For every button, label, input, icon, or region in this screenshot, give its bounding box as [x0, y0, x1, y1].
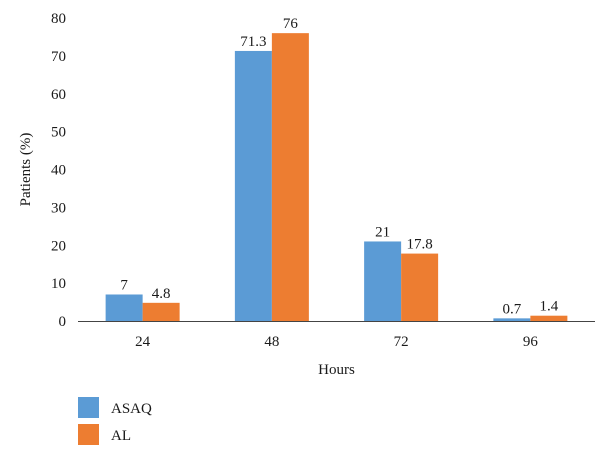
data-label: 1.4 [540, 299, 559, 315]
data-label: 4.8 [152, 286, 171, 302]
data-label: 17.8 [407, 237, 433, 253]
legend: ASAQ AL [78, 397, 152, 445]
legend-label-al: AL [111, 428, 131, 444]
y-tick-label: 30 [51, 200, 66, 216]
data-label: 76 [283, 16, 299, 32]
x-tick-label: 48 [264, 334, 279, 350]
x-tick-label: 72 [394, 334, 409, 350]
legend-label-asaq: ASAQ [111, 401, 152, 417]
x-tick-label: 96 [523, 334, 539, 350]
data-label: 21 [375, 224, 390, 240]
bar-al-24 [142, 302, 180, 321]
legend-swatch-al [78, 424, 99, 445]
data-label: 0.7 [503, 301, 522, 317]
y-tick-label: 60 [51, 87, 66, 103]
bar-asaq-72 [364, 241, 402, 321]
bar-al-48 [271, 33, 309, 322]
data-labels: 7 71.3 21 0.7 4.8 76 17.8 1.4 [120, 16, 558, 317]
x-tick-label: 24 [135, 334, 151, 350]
y-tick-label: 50 [51, 125, 66, 141]
y-tick-label: 0 [59, 314, 67, 330]
bar-asaq-48 [234, 50, 272, 322]
data-label: 71.3 [240, 34, 266, 50]
x-axis-title: Hours [318, 362, 355, 378]
y-axis-title: Patients (%) [18, 133, 34, 207]
data-label: 7 [120, 277, 128, 293]
y-tick-label: 40 [51, 163, 66, 179]
y-tick-label: 10 [51, 276, 66, 292]
x-axis: 24 48 72 96 [135, 334, 538, 350]
bars [105, 33, 568, 322]
legend-swatch-asaq [78, 397, 99, 418]
y-tick-label: 20 [51, 238, 66, 254]
bar-al-96 [530, 315, 568, 321]
bar-asaq-96 [493, 318, 531, 321]
y-axis: 0 10 20 30 40 50 60 70 80 [51, 11, 66, 330]
y-tick-label: 80 [51, 11, 66, 27]
bar-asaq-24 [105, 294, 143, 321]
bar-al-72 [401, 253, 439, 321]
y-tick-label: 70 [51, 49, 66, 65]
